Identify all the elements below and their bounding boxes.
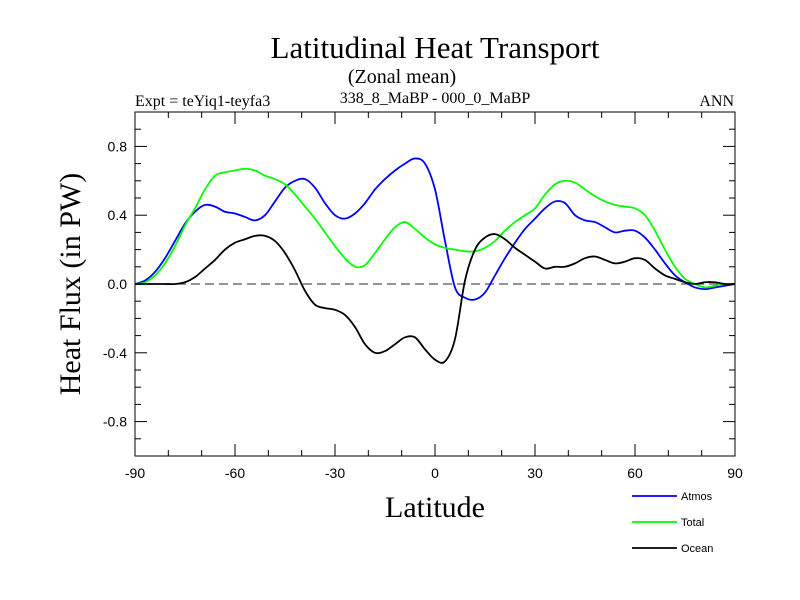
legend-label-ocean: Ocean [681, 543, 713, 555]
period-label: 338_8_MaBP - 000_0_MaBP [340, 90, 531, 107]
x-tick-label: 90 [727, 465, 743, 481]
y-tick-label: 0.4 [108, 207, 128, 223]
x-axis-label: Latitude [385, 491, 485, 524]
series-layer [134, 157, 736, 364]
chart-subtitle: (Zonal mean) [348, 66, 456, 88]
y-tick-label: -0.4 [103, 345, 127, 361]
chart-title: Latitudinal Heat Transport [271, 30, 600, 65]
y-tick-label: 0.8 [108, 138, 128, 154]
x-tick-label: -60 [225, 465, 245, 481]
x-tick-label: -90 [125, 465, 145, 481]
y-tick-label: -0.8 [103, 414, 127, 430]
series-line-atmos [134, 157, 736, 301]
legend-label-atmos: Atmos [681, 491, 713, 503]
x-tick-label: 60 [627, 465, 643, 481]
x-tick-label: 30 [527, 465, 543, 481]
series-line-ocean [135, 233, 736, 364]
season-label: ANN [699, 93, 734, 110]
series-line-total [134, 167, 736, 289]
x-tick-label: -30 [325, 465, 345, 481]
experiment-label: Expt = teYiq1-teyfa3 [135, 93, 270, 110]
legend-label-total: Total [681, 517, 704, 529]
ticks-layer: -90 -60 -30 0 30 60 90 -0.8 -0.4 0.0 0.4 0.8 [103, 112, 743, 481]
y-axis-label: Heat Flux (in PW) [54, 173, 87, 395]
y-tick-label: 0.0 [108, 276, 128, 292]
x-tick-label: 0 [431, 465, 439, 481]
legend: Atmos Total Ocean [632, 491, 713, 555]
